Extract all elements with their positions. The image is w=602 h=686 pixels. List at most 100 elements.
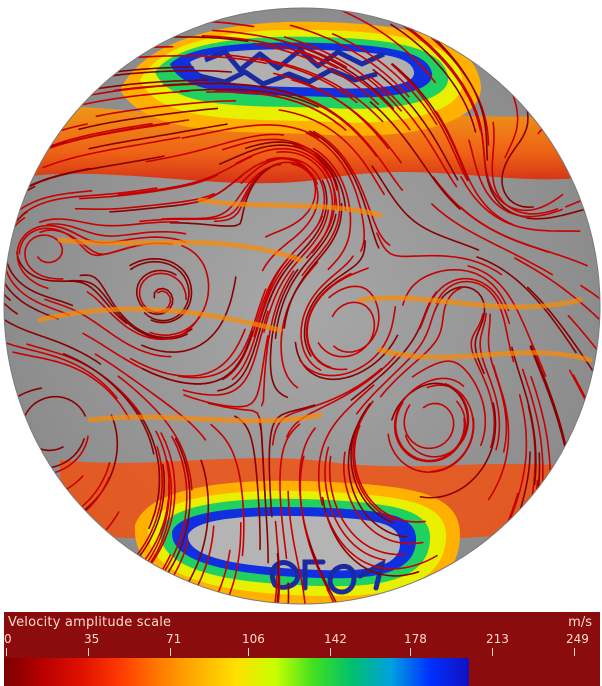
streamline <box>234 415 261 551</box>
streamline <box>562 454 580 595</box>
streamline <box>501 93 534 209</box>
streamline <box>491 121 559 215</box>
streamline <box>390 23 477 133</box>
streamline <box>321 8 436 84</box>
streamline <box>376 232 503 276</box>
colorbar-tick-mark <box>574 648 575 656</box>
colorbar-tick-mark <box>170 648 171 656</box>
streamline <box>162 82 303 98</box>
colorbar-tick-mark <box>88 648 89 656</box>
streamline <box>262 520 281 604</box>
streamline <box>324 446 386 561</box>
streamline <box>470 313 496 449</box>
streamline <box>168 549 231 604</box>
streamline <box>308 130 380 249</box>
streamline <box>562 20 600 88</box>
streamline <box>460 206 588 267</box>
streamline <box>481 132 564 212</box>
north-cap-swirl <box>199 47 386 87</box>
streamline <box>396 20 482 131</box>
streamline <box>4 26 89 66</box>
colorbar-tick-mark <box>248 648 249 656</box>
streamline <box>479 312 501 451</box>
streamline <box>468 567 500 604</box>
streamline <box>271 367 383 446</box>
streamline <box>419 277 511 330</box>
streamline <box>431 203 553 276</box>
streamline <box>303 240 366 357</box>
streamline <box>95 100 237 118</box>
streamline <box>465 8 577 69</box>
streamline <box>487 364 510 501</box>
streamline <box>504 394 528 532</box>
streamline <box>167 438 191 574</box>
streamline <box>276 150 334 254</box>
streamline <box>177 288 267 379</box>
streamline <box>145 133 285 163</box>
streamline <box>568 369 600 497</box>
streamline <box>129 328 246 377</box>
streamline <box>117 375 193 491</box>
streamline <box>46 223 187 237</box>
streamline <box>79 274 193 339</box>
streamline <box>4 214 59 320</box>
streamline <box>269 268 299 399</box>
streamline <box>299 455 330 592</box>
streamline <box>468 139 563 218</box>
streamline <box>12 351 131 420</box>
streamline <box>352 400 396 521</box>
streamline <box>90 69 233 80</box>
streamline <box>38 218 180 227</box>
streamline <box>126 55 267 65</box>
streamline <box>274 213 337 339</box>
streamline <box>575 156 600 185</box>
colorbar-tick-mark <box>410 648 411 656</box>
streamline <box>328 455 405 556</box>
streamline <box>183 335 269 408</box>
colorbar-tick-label: 35 <box>84 632 100 646</box>
streamline <box>435 111 515 226</box>
colorbar-title: Velocity amplitude scale <box>8 615 172 630</box>
streamline <box>402 269 510 312</box>
streamline <box>306 267 369 369</box>
streamline <box>279 423 301 559</box>
colorbar-gradient-strip <box>4 658 600 686</box>
streamline <box>419 402 497 499</box>
streamline <box>182 310 269 396</box>
streamline <box>142 330 254 385</box>
streamline <box>299 306 397 377</box>
streamline <box>572 532 600 604</box>
colorbar-tick-label: 142 <box>324 632 347 646</box>
streamline <box>149 245 210 337</box>
streamline <box>247 552 280 604</box>
streamline <box>42 136 181 169</box>
streamline <box>511 346 537 486</box>
streamline <box>435 280 515 363</box>
streamline <box>577 584 600 604</box>
streamline <box>253 42 379 105</box>
streamline <box>16 224 90 290</box>
streamline <box>20 187 158 217</box>
streamline <box>180 459 210 595</box>
streamline <box>210 423 245 557</box>
streamline <box>139 174 260 223</box>
colorbar-tick-label: 178 <box>404 632 427 646</box>
streamline <box>268 404 316 518</box>
streamline <box>117 155 253 196</box>
streamline <box>24 234 64 280</box>
colorbar-tick-label: 71 <box>166 632 182 646</box>
streamline <box>211 29 348 68</box>
streamline <box>164 435 188 571</box>
streamline <box>4 108 25 194</box>
streamline <box>567 315 600 427</box>
streamline <box>226 54 358 104</box>
colorbar-tick-mark <box>492 648 493 656</box>
streamline <box>213 90 347 131</box>
streamline <box>231 254 296 381</box>
streamline <box>86 291 202 341</box>
colorbar-unit: m/s <box>568 615 592 630</box>
south-cap-swirl <box>270 559 386 595</box>
streamline <box>218 144 339 188</box>
streamline <box>88 123 228 150</box>
colorbar-tick-label: 213 <box>486 632 509 646</box>
